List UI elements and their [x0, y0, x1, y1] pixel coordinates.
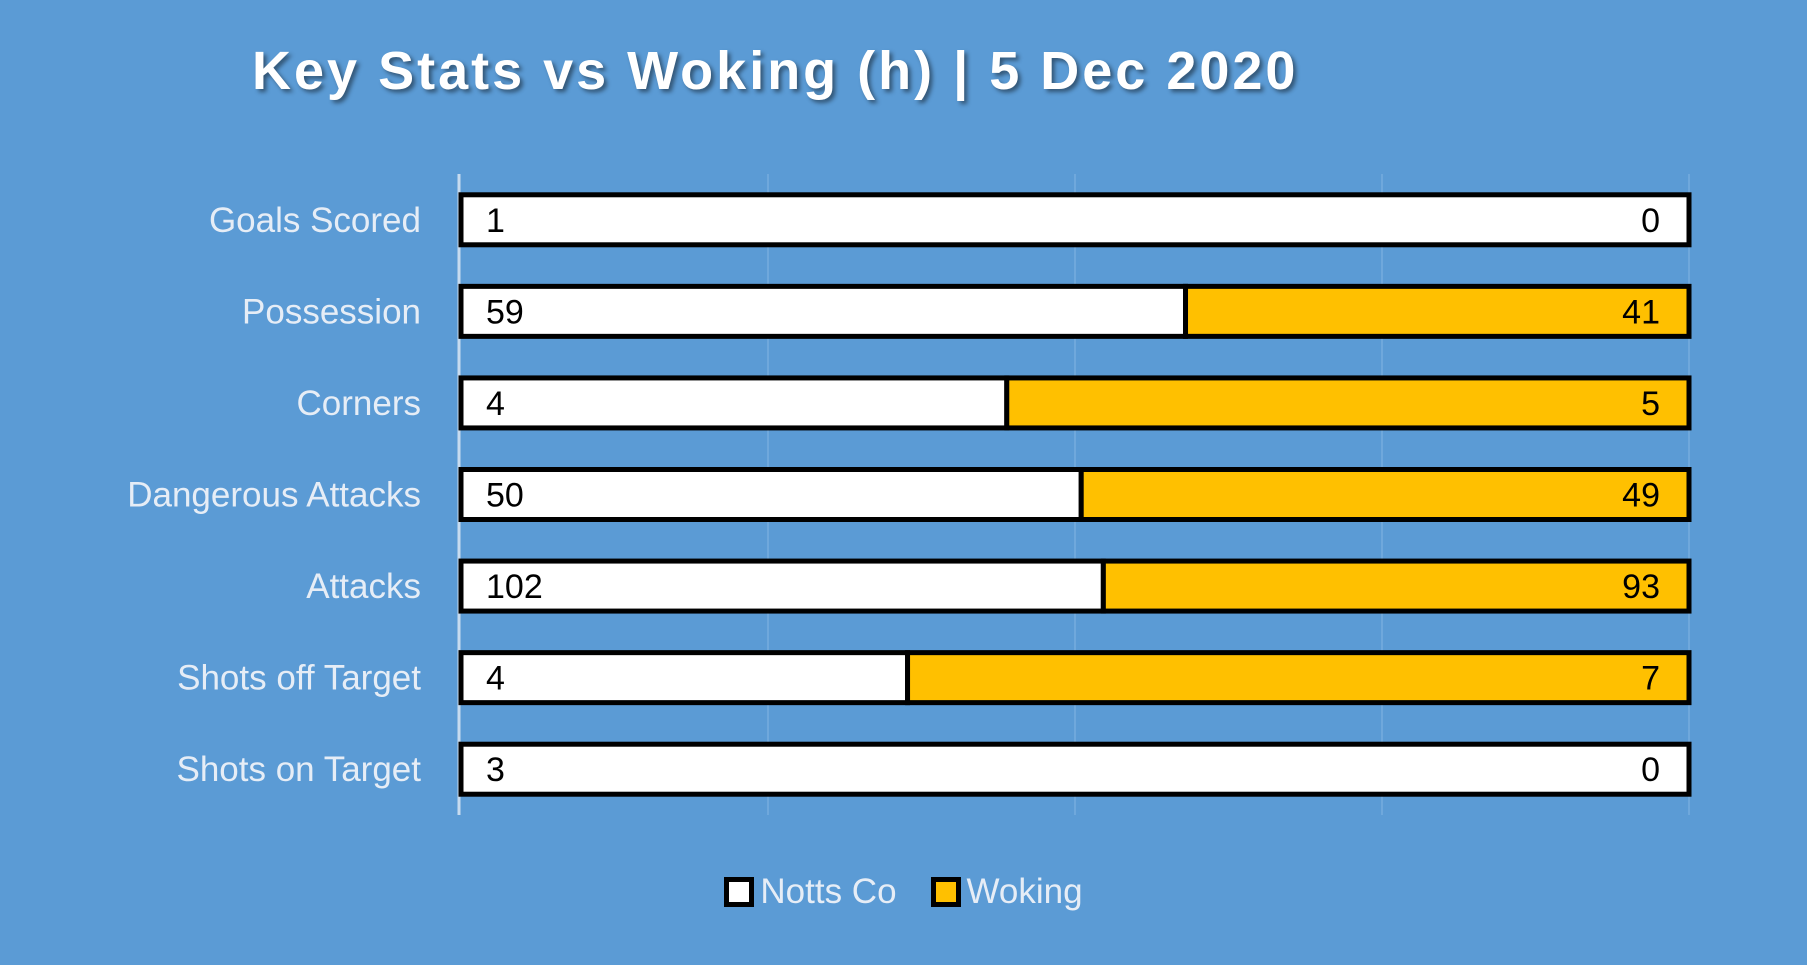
category-label-shots-off-target: Shots off Target	[177, 659, 421, 698]
value-label-notts-co-possession: 59	[486, 293, 524, 331]
category-label-possession: Possession	[242, 292, 421, 331]
value-label-notts-co-shots-on-target: 3	[486, 751, 505, 789]
legend-item-notts-co: Notts Co	[724, 872, 897, 912]
legend-swatch-woking	[930, 877, 961, 907]
legend-swatch-notts-co	[724, 877, 755, 907]
legend: Notts Co Woking	[0, 872, 1807, 912]
legend-label-notts-co: Notts Co	[760, 872, 897, 911]
value-label-woking-dangerous-attacks: 49	[1622, 477, 1660, 515]
category-label-attacks: Attacks	[306, 567, 421, 606]
bar-woking-attacks	[1100, 558, 1692, 614]
bar-notts-co-dangerous-attacks	[458, 467, 1084, 522]
bar-notts-co-corners	[458, 375, 1010, 431]
value-label-notts-co-dangerous-attacks: 50	[486, 477, 524, 515]
chart-title: Key Stats vs Woking (h) | 5 Dec 2020	[252, 41, 1299, 101]
bar-woking-corners	[1004, 375, 1692, 431]
value-label-woking-shots-off-target: 7	[1641, 660, 1660, 698]
value-label-woking-attacks: 93	[1622, 568, 1660, 606]
category-label-goals-scored: Goals Scored	[209, 201, 421, 240]
value-label-notts-co-corners: 4	[486, 385, 505, 423]
legend-label-woking: Woking	[966, 872, 1083, 911]
category-label-dangerous-attacks: Dangerous Attacks	[127, 476, 421, 515]
legend-item-woking: Woking	[930, 872, 1083, 912]
value-label-woking-shots-on-target: 0	[1641, 751, 1660, 789]
category-label-corners: Corners	[297, 384, 421, 423]
value-label-woking-corners: 5	[1641, 385, 1660, 423]
value-label-notts-co-attacks: 102	[486, 568, 543, 606]
value-label-woking-possession: 41	[1622, 293, 1660, 331]
bar-notts-co-shots-on-target	[458, 741, 1692, 797]
value-label-notts-co-shots-off-target: 4	[486, 660, 505, 698]
bar-woking-dangerous-attacks	[1078, 467, 1692, 522]
value-label-notts-co-goals-scored: 1	[486, 202, 505, 240]
value-label-woking-goals-scored: 0	[1641, 202, 1660, 240]
bar-notts-co-goals-scored	[458, 192, 1692, 248]
bar-notts-co-attacks	[458, 558, 1106, 614]
bar-notts-co-shots-off-target	[458, 650, 911, 706]
bar-notts-co-possession	[458, 283, 1189, 339]
category-label-shots-on-target: Shots on Target	[176, 750, 421, 789]
bar-woking-possession	[1183, 283, 1692, 339]
bar-woking-shots-off-target	[905, 650, 1692, 706]
